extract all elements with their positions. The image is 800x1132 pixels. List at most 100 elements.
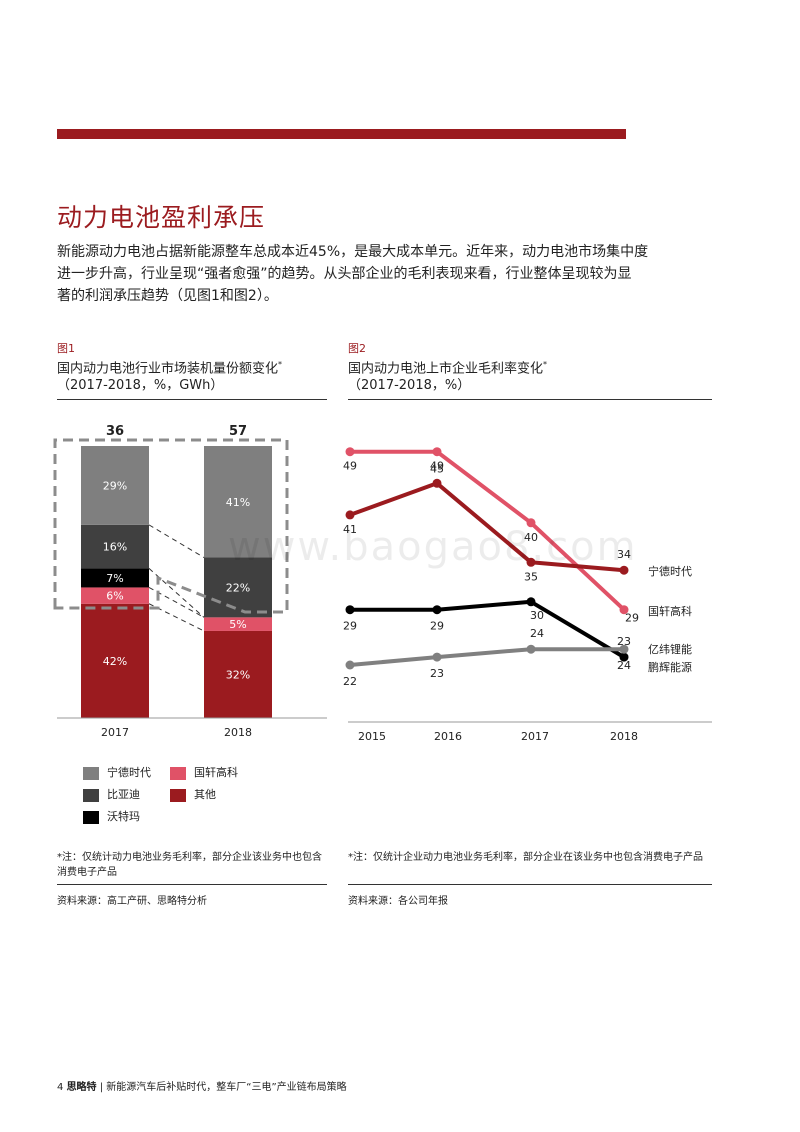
series-name-label: 亿纬锂能 (648, 642, 692, 656)
bar-segment (81, 603, 149, 718)
bar-segment (204, 446, 272, 558)
data-label: 29 (430, 620, 444, 633)
footer-text: | 新能源汽车后补贴时代，整车厂“三电”产业链布局策略 (99, 1082, 347, 1093)
legend-item-byd: 比亚迪 (83, 786, 140, 802)
legend-label: 宁德时代 (107, 766, 151, 779)
bar-data-label: 42% (103, 655, 127, 668)
data-point (432, 447, 442, 457)
fig2-title-mark: * (543, 360, 548, 369)
watermark: www.baogao8.com (228, 524, 638, 570)
bar-data-label: 41% (226, 496, 250, 509)
fig1-note: *注：仅统计动力电池业务毛利率，部分企业该业务中也包含消费电子产品 (57, 852, 322, 878)
fig1-stacked-bar-chart: 42% 6% 7% 16% 29% 36 2017 32% 5% 22% 41% 57 2018 (53, 424, 327, 739)
legend-swatch (170, 766, 186, 780)
bar-segment (81, 524, 149, 569)
legend-label: 比亚迪 (107, 788, 140, 801)
data-point (432, 478, 442, 488)
fig2-title-line1: 国内动力电池上市企业毛利率变化 (348, 361, 544, 377)
data-point (619, 565, 629, 575)
data-label: 45 (430, 462, 444, 475)
page-footer: 4 思略特 | 新能源汽车后补贴时代，整车厂“三电”产业链布局策略 (57, 1078, 347, 1093)
fig1-title: 国内动力电池行业市场装机量份额变化* （2017-2018，%，GWh） (57, 356, 282, 394)
legend-item-others: 其他 (170, 786, 216, 802)
connector-dashed-line (148, 524, 205, 558)
footer-brand: 思略特 (66, 1082, 97, 1093)
legend-label: 沃特玛 (107, 810, 140, 823)
data-point (432, 652, 442, 662)
fig1-label: 图1 (57, 342, 75, 355)
intro-line-1: 新能源动力电池占据新能源整车总成本近45%，是最大成本单元。近年来，动力电池市场… (57, 244, 649, 260)
legend-swatch (170, 788, 186, 802)
legend-label: 国轩高科 (194, 766, 238, 779)
intro-paragraph: 新能源动力电池占据新能源整车总成本近45%，是最大成本单元。近年来，动力电池市场… (57, 241, 649, 307)
data-label: 41 (343, 523, 357, 536)
data-point (619, 652, 629, 662)
fig2-source: 资料来源：各公司年报 (348, 896, 448, 907)
data-label: 24 (530, 627, 544, 640)
legend-swatch (83, 788, 99, 802)
fig2-title-line2: （2017-2018，%） (348, 378, 471, 394)
fig1-top-rule (57, 399, 327, 400)
series-line (350, 599, 626, 659)
data-label: 49 (343, 460, 357, 473)
series-name-label: 宁德时代 (648, 564, 692, 578)
x-tick-label: 2017 (521, 730, 549, 743)
intro-line-3: 著的利润承压趋势（见图1和图2）。 (57, 288, 278, 304)
data-point (526, 644, 536, 654)
x-tick-label: 2018 (610, 730, 638, 743)
fig2-line-chart: 49 49 40 29 国轩高科 41 45 35 34 宁德时代 29 29 30 23 亿纬锂能 22 23… (343, 447, 712, 743)
bar-data-label: 16% (103, 541, 127, 554)
data-label: 23 (617, 635, 631, 648)
series-line (349, 481, 625, 573)
legend-item-catl: 宁德时代 (83, 764, 151, 780)
data-label: 40 (524, 531, 538, 544)
series-line (349, 647, 624, 667)
data-label: 35 (524, 570, 538, 583)
fig1-source: 资料来源：高工产研、思略特分析 (57, 896, 207, 907)
data-point (619, 644, 629, 654)
data-label: 49 (430, 460, 444, 473)
x-tick-label: 2016 (434, 730, 462, 743)
legend-swatch (83, 810, 99, 824)
fig2-bottom-rule (348, 884, 712, 885)
legend-label: 其他 (194, 788, 216, 801)
data-point (526, 518, 536, 528)
series-name-label: 国轩高科 (648, 604, 692, 618)
bar-segment (204, 630, 272, 718)
bar-data-label: 32% (226, 668, 250, 681)
bar-segment (204, 617, 272, 631)
bar-data-label: 5% (229, 618, 246, 631)
fig2-top-rule (348, 399, 712, 400)
data-label: 30 (530, 609, 544, 622)
data-point (526, 597, 536, 607)
bar-segment (204, 557, 272, 618)
bar-segment (81, 446, 149, 525)
x-tick-label: 2017 (101, 726, 129, 739)
data-point (619, 605, 629, 615)
top-accent-bar (57, 129, 626, 139)
bar-total-label: 36 (106, 424, 124, 439)
data-point (432, 605, 442, 615)
data-label: 34 (617, 548, 631, 561)
data-label: 22 (343, 675, 357, 688)
bar-segment (81, 568, 149, 588)
fig1-title-mark: * (278, 360, 283, 369)
fig2-label: 图2 (348, 342, 366, 355)
series-name-label: 鹏辉能源 (648, 660, 692, 674)
fig1-title-line1: 国内动力电池行业市场装机量份额变化 (57, 361, 279, 377)
data-point (345, 605, 355, 615)
fig1-title-line2: （2017-2018，%，GWh） (57, 378, 224, 394)
data-point (345, 447, 355, 457)
bar-data-label: 22% (226, 581, 250, 594)
page-number: 4 (57, 1082, 64, 1093)
x-tick-label: 2015 (358, 730, 386, 743)
bar-data-label: 29% (103, 479, 127, 492)
fig2-title: 国内动力电池上市企业毛利率变化* （2017-2018，%） (348, 356, 547, 394)
legend-item-optimum: 沃特玛 (83, 808, 140, 824)
legend-swatch (83, 766, 99, 780)
data-label: 29 (343, 620, 357, 633)
bar-data-label: 7% (106, 572, 123, 585)
data-point (345, 660, 355, 670)
section-title: 动力电池盈利承压 (57, 203, 266, 232)
bar-data-label: 6% (106, 590, 123, 603)
